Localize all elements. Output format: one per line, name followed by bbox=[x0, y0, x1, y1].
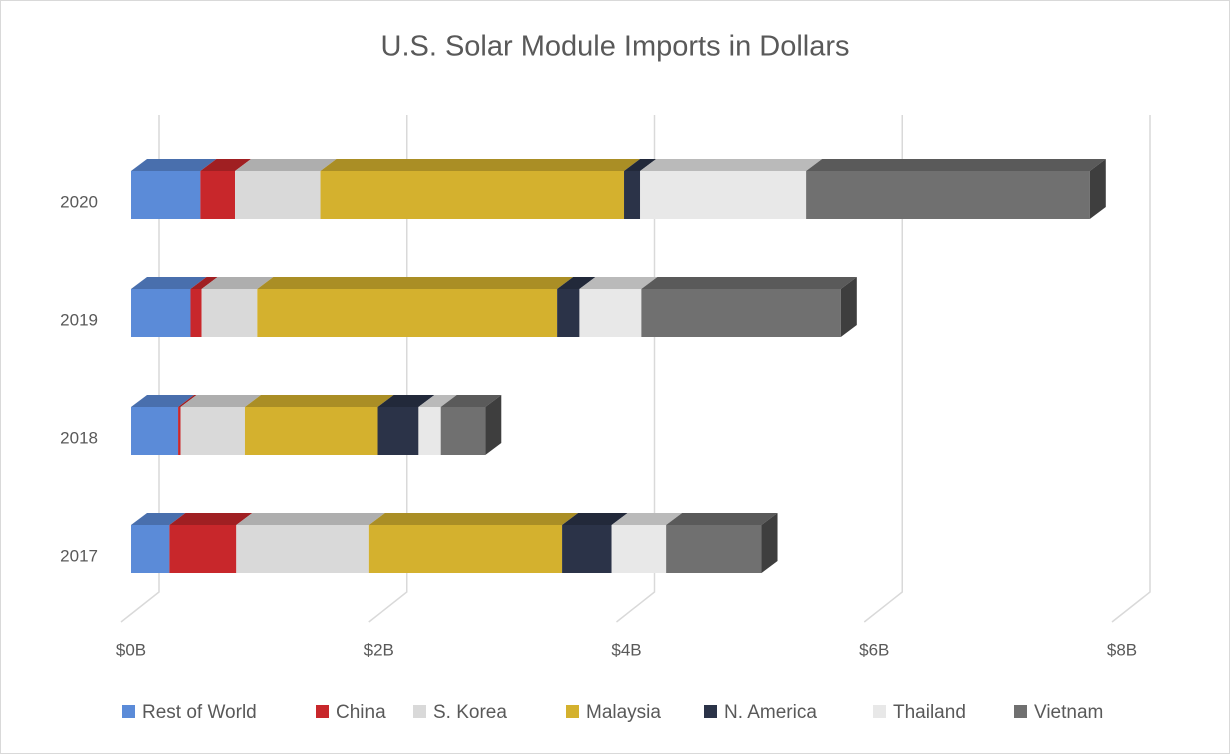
bar bbox=[169, 525, 237, 573]
legend-swatch bbox=[704, 705, 717, 718]
bar-top bbox=[257, 277, 574, 289]
bar-top bbox=[666, 513, 778, 525]
bar-top bbox=[190, 277, 218, 289]
bar bbox=[200, 171, 236, 219]
bar bbox=[236, 525, 369, 573]
y-tick-label: 2019 bbox=[60, 310, 98, 329]
bar-top bbox=[640, 159, 823, 171]
bar bbox=[320, 171, 625, 219]
bar-top bbox=[418, 395, 457, 407]
chart-title: U.S. Solar Module Imports in Dollars bbox=[381, 31, 850, 63]
grid-line bbox=[120, 115, 160, 623]
bar-top bbox=[557, 277, 596, 289]
bar-side bbox=[840, 277, 857, 337]
legend-swatch bbox=[413, 705, 426, 718]
y-tick-label: 2018 bbox=[60, 428, 98, 447]
bar-top bbox=[131, 159, 217, 171]
legend-label: Vietnam bbox=[1034, 702, 1103, 723]
bar-top bbox=[377, 395, 435, 407]
bar-top bbox=[131, 277, 207, 289]
bar-top bbox=[180, 395, 261, 407]
bar bbox=[131, 289, 191, 337]
bar bbox=[440, 407, 486, 455]
legend-label: N. America bbox=[724, 702, 817, 723]
grid-line bbox=[863, 115, 903, 623]
bar bbox=[666, 525, 762, 573]
bar bbox=[368, 525, 563, 573]
legend-label: Malaysia bbox=[586, 702, 661, 723]
legend-swatch bbox=[122, 705, 135, 718]
x-tick-label: $2B bbox=[364, 640, 394, 659]
grid-line bbox=[368, 115, 408, 623]
bar-top bbox=[611, 513, 683, 525]
legend-swatch bbox=[566, 705, 579, 718]
bar bbox=[557, 289, 580, 337]
bar bbox=[579, 289, 642, 337]
bar bbox=[201, 289, 258, 337]
legend-swatch bbox=[873, 705, 886, 718]
bar-top bbox=[244, 395, 394, 407]
x-tick-label: $6B bbox=[859, 640, 889, 659]
bar-top bbox=[236, 513, 385, 525]
x-tick-label: $4B bbox=[611, 640, 641, 659]
x-tick-label: $0B bbox=[116, 640, 146, 659]
bar bbox=[235, 171, 321, 219]
bar-top bbox=[235, 159, 337, 171]
bar bbox=[131, 171, 201, 219]
bar bbox=[190, 289, 202, 337]
bar-top bbox=[131, 513, 186, 525]
legend-label: China bbox=[336, 702, 386, 723]
bar bbox=[624, 171, 641, 219]
bar-top bbox=[201, 277, 274, 289]
bar-side bbox=[761, 513, 778, 573]
legend-swatch bbox=[1014, 705, 1027, 718]
bar bbox=[377, 407, 419, 455]
bar bbox=[418, 407, 441, 455]
bar bbox=[806, 171, 1090, 219]
bar-top bbox=[579, 277, 658, 289]
bar bbox=[131, 525, 170, 573]
legend-label: Thailand bbox=[893, 702, 966, 723]
bar bbox=[244, 407, 378, 455]
bar bbox=[257, 289, 558, 337]
bar-top bbox=[200, 159, 252, 171]
bar bbox=[640, 171, 807, 219]
bar-top bbox=[320, 159, 641, 171]
legend-label: S. Korea bbox=[433, 702, 507, 723]
y-tick-label: 2020 bbox=[60, 192, 98, 211]
grid-line bbox=[616, 115, 656, 623]
bar-top bbox=[440, 395, 502, 407]
bar-top bbox=[131, 395, 195, 407]
bar-side bbox=[1089, 159, 1106, 219]
y-tick-label: 2017 bbox=[60, 546, 98, 565]
legend-label: Rest of World bbox=[142, 702, 257, 723]
bar-side bbox=[485, 395, 502, 455]
bar-top bbox=[178, 395, 197, 407]
bar bbox=[131, 407, 179, 455]
bar bbox=[611, 525, 667, 573]
bar-top bbox=[169, 513, 253, 525]
bar-top bbox=[368, 513, 579, 525]
bar bbox=[178, 407, 181, 455]
x-tick-label: $8B bbox=[1107, 640, 1137, 659]
bar-top bbox=[641, 277, 857, 289]
bar bbox=[641, 289, 841, 337]
bar-top bbox=[624, 159, 657, 171]
bar-top bbox=[562, 513, 628, 525]
bar bbox=[562, 525, 612, 573]
bar bbox=[180, 407, 245, 455]
grid-line bbox=[1111, 115, 1151, 623]
legend-swatch bbox=[316, 705, 329, 718]
bar-top bbox=[806, 159, 1106, 171]
